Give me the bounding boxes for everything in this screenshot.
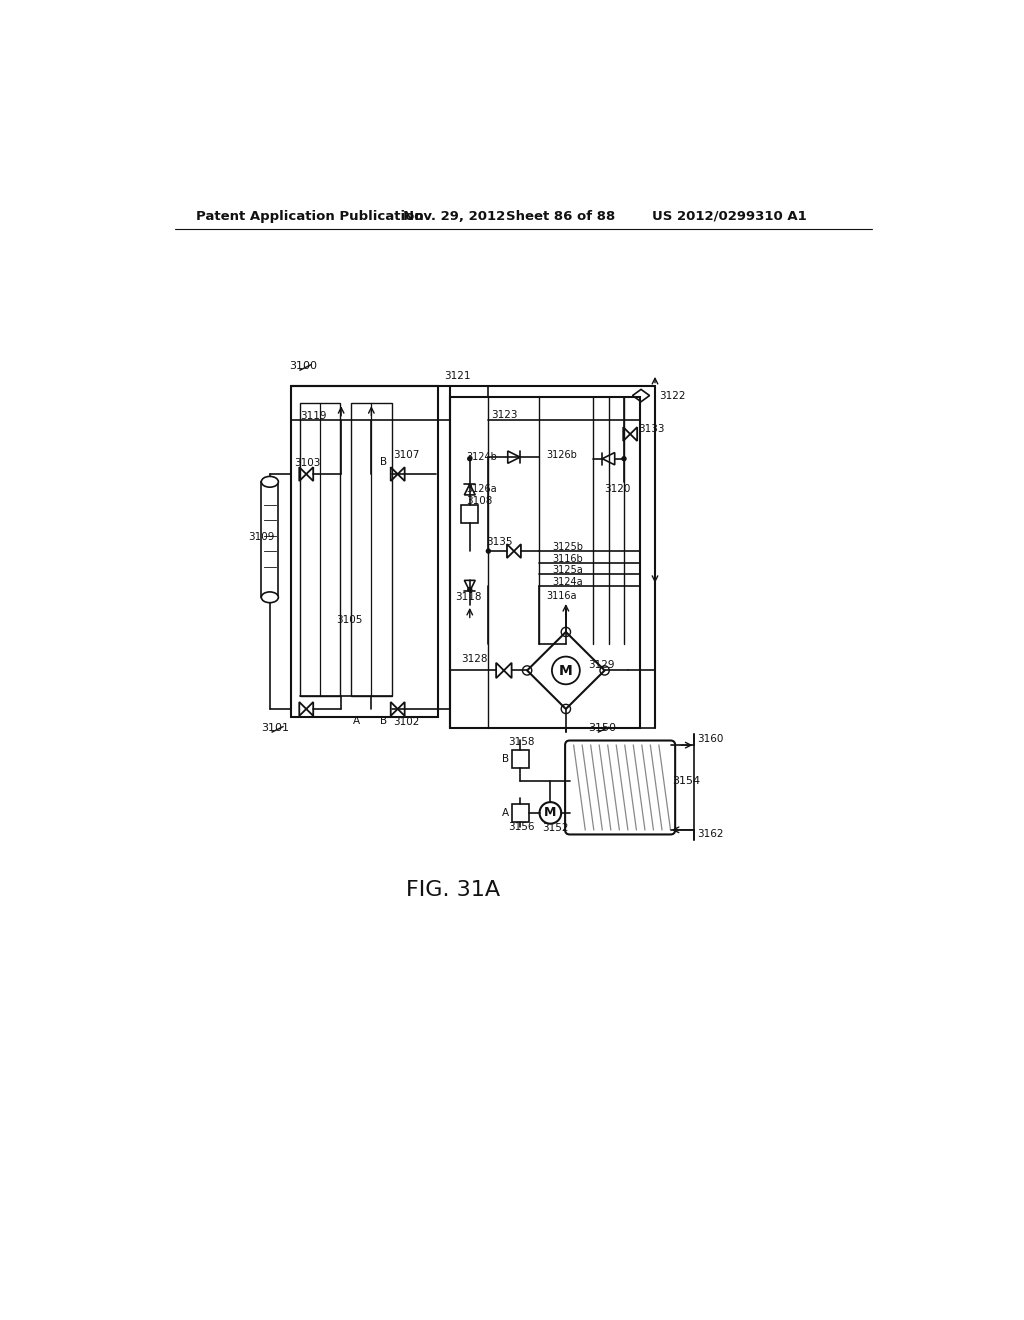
- Text: 3100: 3100: [289, 362, 317, 371]
- Text: 3162: 3162: [697, 829, 724, 840]
- Text: 3128: 3128: [461, 653, 487, 664]
- Text: 3160: 3160: [697, 734, 724, 744]
- Bar: [450, 397, 640, 729]
- Text: 3120: 3120: [604, 484, 630, 495]
- Text: 3101: 3101: [261, 723, 290, 733]
- Text: 3129: 3129: [589, 660, 614, 671]
- Text: 3109: 3109: [248, 532, 274, 543]
- Circle shape: [467, 587, 472, 593]
- Text: A: A: [502, 808, 509, 818]
- Text: FIG. 31A: FIG. 31A: [407, 880, 501, 900]
- Text: Patent Application Publication: Patent Application Publication: [197, 210, 424, 223]
- Text: 3125b: 3125b: [553, 543, 584, 552]
- Text: 3124b: 3124b: [466, 453, 497, 462]
- Text: 3119: 3119: [300, 412, 327, 421]
- Bar: [512, 804, 528, 822]
- Circle shape: [485, 548, 492, 554]
- Text: B: B: [502, 754, 509, 764]
- Text: 3154: 3154: [672, 776, 700, 785]
- Circle shape: [467, 455, 472, 462]
- Text: 3150: 3150: [589, 723, 616, 733]
- Text: B: B: [380, 715, 387, 726]
- Text: 3118: 3118: [455, 593, 481, 602]
- Text: 3102: 3102: [393, 717, 420, 727]
- Text: M: M: [559, 664, 572, 678]
- Text: Nov. 29, 2012: Nov. 29, 2012: [403, 210, 506, 223]
- Text: US 2012/0299310 A1: US 2012/0299310 A1: [652, 210, 807, 223]
- Circle shape: [622, 455, 627, 462]
- Text: B: B: [380, 457, 387, 467]
- Text: 3124a: 3124a: [553, 577, 584, 587]
- Text: 3133: 3133: [638, 425, 665, 434]
- Bar: [461, 506, 478, 524]
- Text: 3108: 3108: [466, 496, 493, 506]
- Ellipse shape: [261, 477, 279, 487]
- Text: M: M: [544, 807, 557, 820]
- Text: 3126b: 3126b: [547, 450, 578, 459]
- Bar: [351, 404, 391, 696]
- Text: 3123: 3123: [490, 409, 517, 420]
- Bar: [512, 750, 528, 768]
- Text: 3103: 3103: [294, 458, 321, 467]
- Bar: [261, 482, 279, 597]
- Text: 3156: 3156: [508, 822, 535, 832]
- Text: 3121: 3121: [444, 371, 471, 380]
- Text: A: A: [352, 715, 359, 726]
- Text: 3116a: 3116a: [547, 591, 577, 601]
- Text: 3107: 3107: [393, 450, 420, 459]
- Text: 3125a: 3125a: [553, 565, 584, 576]
- Bar: [300, 404, 340, 696]
- Bar: [291, 385, 438, 717]
- Text: 3105: 3105: [336, 615, 362, 626]
- Text: 3158: 3158: [508, 737, 535, 747]
- Text: 3152: 3152: [542, 824, 568, 833]
- Text: 3126a: 3126a: [466, 484, 497, 495]
- Text: 3135: 3135: [486, 537, 513, 546]
- Ellipse shape: [261, 591, 279, 603]
- Text: 3122: 3122: [659, 391, 686, 400]
- Text: 3116b: 3116b: [553, 554, 584, 564]
- Text: Sheet 86 of 88: Sheet 86 of 88: [506, 210, 615, 223]
